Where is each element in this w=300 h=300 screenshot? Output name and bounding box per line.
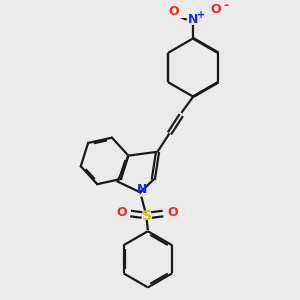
Text: N: N (188, 14, 198, 26)
Text: S: S (142, 209, 152, 223)
Text: +: + (197, 10, 205, 20)
Text: O: O (116, 206, 127, 219)
Text: -: - (223, 0, 228, 12)
Text: N: N (137, 183, 147, 196)
Text: O: O (211, 3, 221, 16)
Text: O: O (168, 5, 179, 18)
Text: O: O (167, 206, 178, 219)
